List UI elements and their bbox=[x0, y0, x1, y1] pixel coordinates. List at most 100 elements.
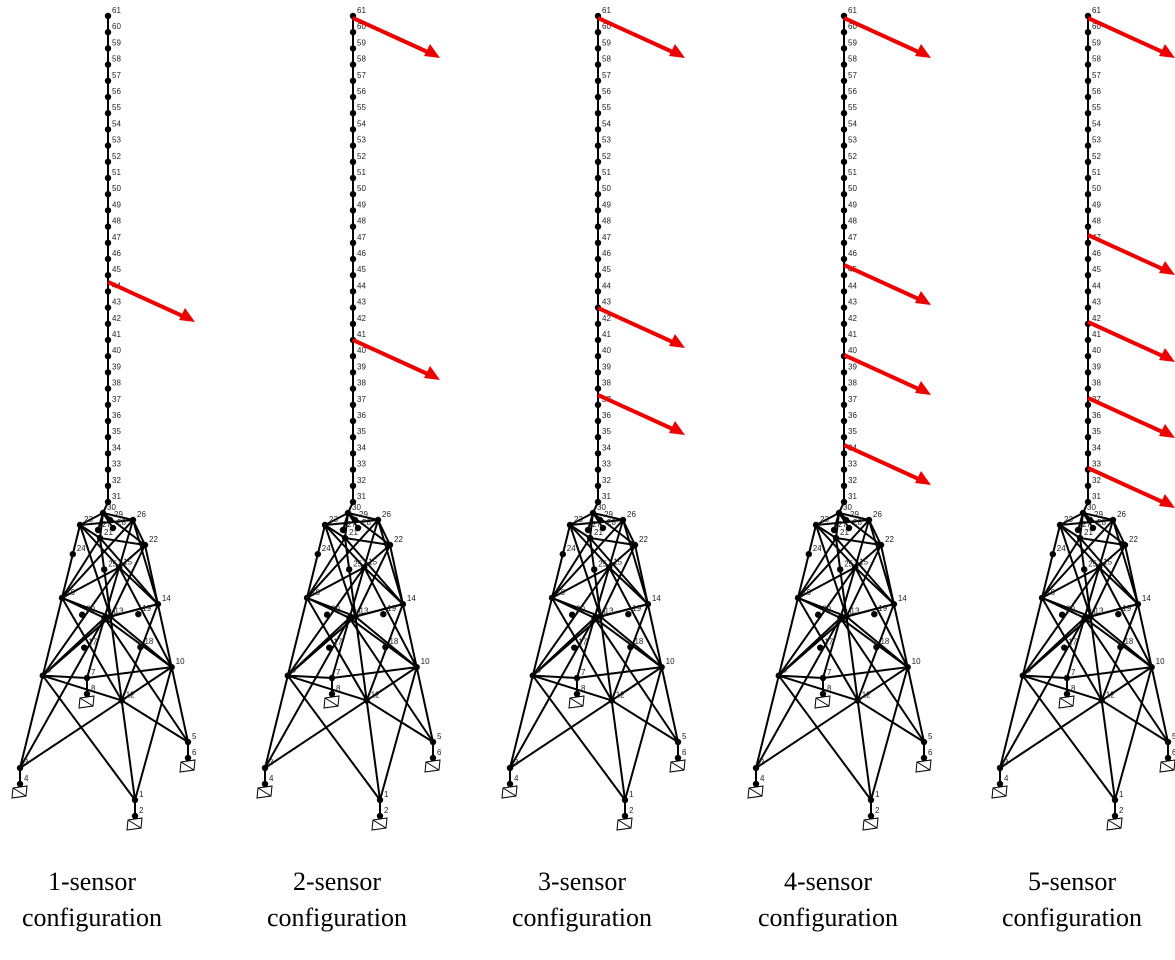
node bbox=[350, 110, 356, 116]
node-label: 48 bbox=[602, 217, 611, 226]
node-label: 4 bbox=[269, 774, 274, 783]
node-label: 12 bbox=[371, 690, 380, 699]
node-label: 26 bbox=[137, 510, 146, 519]
node bbox=[658, 664, 664, 670]
node bbox=[841, 499, 847, 505]
node-label: 26 bbox=[382, 510, 391, 519]
node-label: 46 bbox=[1092, 249, 1101, 258]
node-label: 57 bbox=[112, 71, 121, 80]
node-label: 26 bbox=[873, 510, 882, 519]
node bbox=[595, 223, 601, 229]
node bbox=[130, 517, 136, 523]
node-label: 59 bbox=[602, 38, 611, 47]
node bbox=[413, 664, 419, 670]
node bbox=[868, 813, 874, 819]
node bbox=[119, 697, 125, 703]
node-label: 7 bbox=[1071, 668, 1076, 677]
node bbox=[1085, 288, 1091, 294]
node-label: 15 bbox=[123, 557, 132, 566]
node-label: 23 bbox=[820, 515, 829, 524]
node-label: 19 bbox=[142, 604, 151, 613]
node bbox=[1081, 566, 1087, 572]
node-label: 38 bbox=[112, 379, 121, 388]
node-label: 2 bbox=[384, 806, 389, 815]
node-label: 18 bbox=[634, 637, 643, 646]
node-label: 57 bbox=[602, 71, 611, 80]
node-label: 16 bbox=[311, 588, 320, 597]
node bbox=[609, 697, 615, 703]
node bbox=[97, 535, 103, 541]
node bbox=[1135, 601, 1141, 607]
node-label: 28 bbox=[853, 518, 862, 527]
node-label: 48 bbox=[112, 217, 121, 226]
node bbox=[1085, 45, 1091, 51]
node bbox=[329, 691, 335, 697]
node bbox=[831, 527, 837, 533]
node-label: 45 bbox=[1092, 265, 1101, 274]
node bbox=[574, 691, 580, 697]
node-label: 41 bbox=[848, 330, 857, 339]
node bbox=[1090, 525, 1096, 531]
node bbox=[350, 94, 356, 100]
node bbox=[595, 29, 601, 35]
node-label: 57 bbox=[848, 71, 857, 80]
node bbox=[77, 522, 83, 528]
node-label: 3 bbox=[24, 758, 29, 767]
node bbox=[776, 672, 782, 678]
node bbox=[1085, 337, 1091, 343]
node bbox=[105, 61, 111, 67]
node bbox=[597, 517, 603, 523]
node-label: 51 bbox=[112, 168, 121, 177]
node-label: 8 bbox=[91, 684, 96, 693]
node bbox=[105, 126, 111, 132]
node bbox=[1085, 256, 1091, 262]
node-label: 7 bbox=[827, 668, 832, 677]
node bbox=[84, 691, 90, 697]
node-label: 14 bbox=[162, 594, 171, 603]
node-label: 50 bbox=[112, 184, 121, 193]
node bbox=[430, 739, 436, 745]
node bbox=[595, 499, 601, 505]
node bbox=[595, 466, 601, 472]
node bbox=[841, 434, 847, 440]
node-label: 58 bbox=[602, 55, 611, 64]
node bbox=[841, 418, 847, 424]
node-label: 39 bbox=[602, 362, 611, 371]
node bbox=[595, 110, 601, 116]
node bbox=[1085, 385, 1091, 391]
node-label: 28 bbox=[362, 518, 371, 527]
node bbox=[841, 337, 847, 343]
node bbox=[841, 304, 847, 310]
node bbox=[1057, 522, 1063, 528]
node bbox=[997, 765, 1003, 771]
node bbox=[1112, 813, 1118, 819]
node bbox=[597, 613, 603, 619]
node-label: 3 bbox=[1004, 758, 1009, 767]
node bbox=[841, 142, 847, 148]
node-label: 49 bbox=[357, 200, 366, 209]
node-label: 36 bbox=[112, 411, 121, 420]
node bbox=[595, 256, 601, 262]
node bbox=[753, 765, 759, 771]
node-label: 61 bbox=[112, 6, 121, 15]
node bbox=[587, 535, 593, 541]
node bbox=[101, 566, 107, 572]
node bbox=[841, 126, 847, 132]
node bbox=[350, 142, 356, 148]
node bbox=[105, 288, 111, 294]
node bbox=[833, 535, 839, 541]
node bbox=[350, 483, 356, 489]
node bbox=[285, 672, 291, 678]
node bbox=[105, 272, 111, 278]
node-label: 34 bbox=[602, 443, 611, 452]
node bbox=[105, 78, 111, 84]
node bbox=[625, 611, 631, 617]
node bbox=[1039, 595, 1045, 601]
node bbox=[595, 385, 601, 391]
node-label: 2 bbox=[1119, 806, 1124, 815]
node-label: 15 bbox=[1103, 557, 1112, 566]
node bbox=[841, 207, 847, 213]
node-label: 56 bbox=[602, 87, 611, 96]
node-label: 22 bbox=[1129, 535, 1138, 544]
node bbox=[100, 510, 106, 516]
